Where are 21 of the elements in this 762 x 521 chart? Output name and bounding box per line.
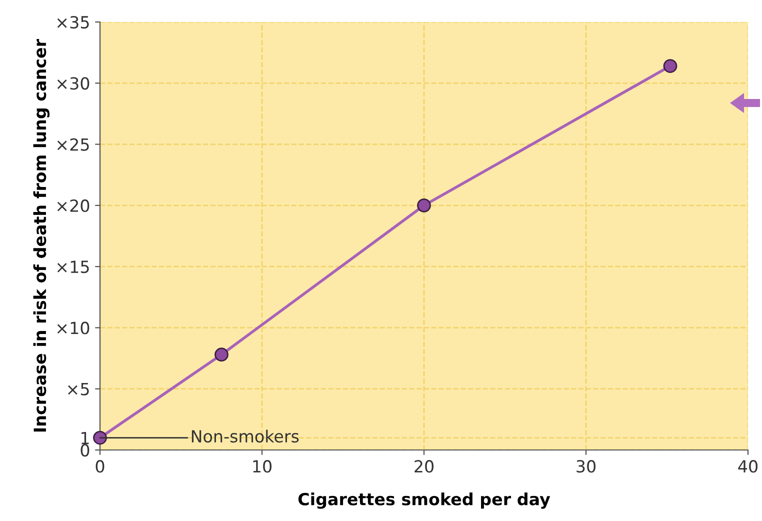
y-tick-label: ×25 bbox=[57, 138, 89, 151]
x-axis-title: Cigarettes smoked per day bbox=[298, 492, 550, 509]
y-tick-label: ×30 bbox=[57, 77, 90, 90]
point bbox=[93, 430, 107, 445]
y-axis-title: Increase in risk of death from lung cancer bbox=[33, 38, 50, 432]
y-tick-label: ×15 bbox=[57, 260, 89, 274]
point bbox=[214, 348, 228, 362]
x-tick-label: 30 bbox=[576, 460, 596, 473]
annotation: Non-smokers bbox=[192, 430, 299, 443]
x-tick-label: 0 bbox=[96, 460, 104, 473]
y-tick-label: 1 bbox=[82, 432, 89, 444]
y-tick-label: ×5 bbox=[68, 383, 89, 396]
point bbox=[417, 198, 431, 212]
y-tick-label: ×20 bbox=[57, 199, 90, 212]
x-tick-label: 20 bbox=[414, 460, 434, 473]
y-tick-label: 0 bbox=[80, 444, 90, 457]
point bbox=[663, 59, 678, 73]
y-tick-label: ×10 bbox=[57, 322, 90, 334]
x-tick-label: 40 bbox=[738, 460, 758, 473]
x-tick-label: 10 bbox=[253, 460, 272, 473]
y-tick-label: ×35 bbox=[57, 16, 89, 29]
